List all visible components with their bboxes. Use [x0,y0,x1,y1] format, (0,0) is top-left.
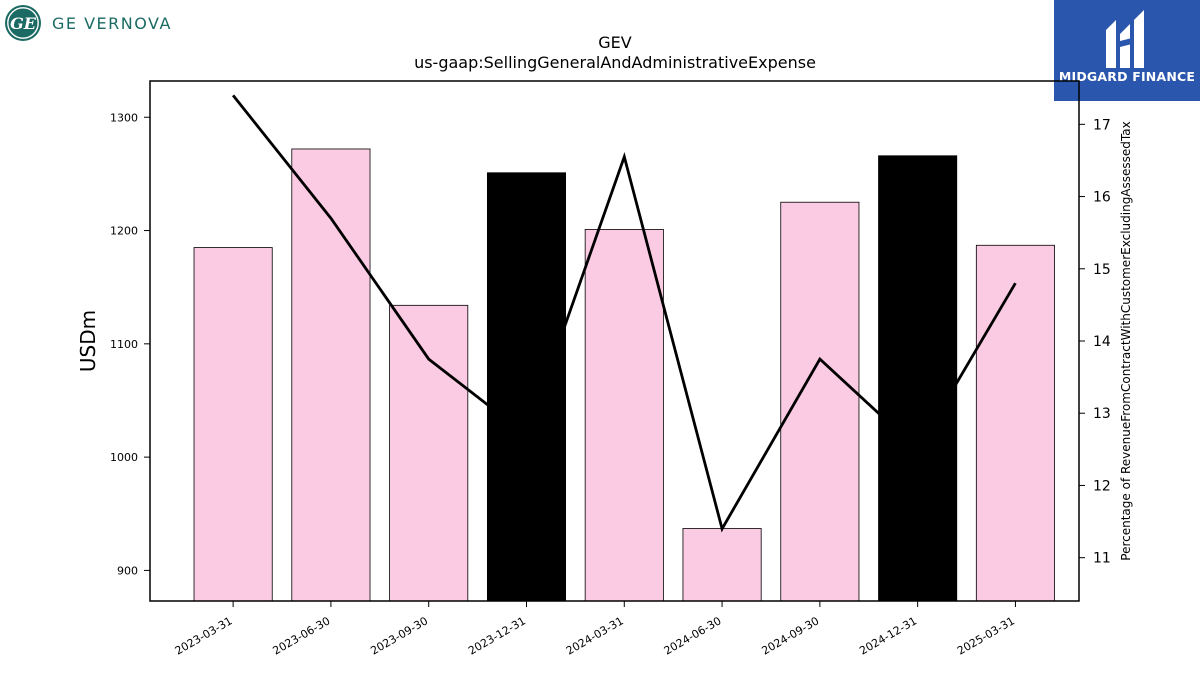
midgard-finance-wordmark: MIDGARD FINANCE [1058,69,1196,84]
bar-2024-06-30 [682,528,762,602]
y2-tick-label: 13 [1093,406,1111,422]
ge-seal-lettering: GE [10,14,37,33]
bar-2024-12-31 [878,155,958,602]
y-tick-label: 1100 [110,338,138,351]
x-axis-ticks: 2023-03-31 2023-06-30 2023-09-30 2023-12-31… [173,601,1017,658]
chart-subtitle: us-gaap:SellingGeneralAndAdministrativeE… [414,53,816,72]
bar-2024-09-30 [780,201,860,602]
y2-tick-label: 15 [1093,262,1111,278]
x-tick-label: 2024-12-31 [857,614,919,657]
x-tick-label: 2023-03-31 [173,614,235,657]
x-tick-label: 2025-03-31 [955,614,1017,657]
line-series [232,94,1017,533]
midgard-m-icon [1106,10,1144,68]
y-tick-label: 1200 [110,225,138,238]
midgard-finance-logo: MIDGARD FINANCE [1054,0,1200,101]
y2-tick-label: 14 [1093,334,1111,350]
y2-axis-label: Percentage of RevenueFromContractWithCus… [1119,121,1133,560]
bar-2025-03-31 [975,244,1055,602]
bar-2023-03-31 [193,247,273,602]
bar-series [193,148,1055,602]
x-tick-label: 2024-09-30 [759,614,821,657]
y-tick-label: 900 [117,564,138,577]
left-axis-ticks: 900 1000 1100 1200 1300 [110,111,150,577]
right-axis-ticks: 11 12 13 14 15 16 17 [1079,117,1111,567]
y-tick-label: 1000 [110,451,138,464]
ge-monogram-icon: GE [5,5,41,41]
bar-2023-12-31 [486,172,567,602]
y-axis-label: USDm [76,310,100,372]
x-tick-label: 2024-03-31 [564,614,626,657]
y2-tick-label: 16 [1093,190,1111,206]
ge-vernova-wordmark: GE VERNOVA [52,13,172,33]
x-tick-label: 2024-06-30 [662,614,724,657]
bar-2024-03-31 [584,229,664,602]
x-tick-label: 2023-12-31 [466,614,528,657]
x-tick-label: 2023-06-30 [271,614,333,657]
y2-tick-label: 11 [1093,551,1111,567]
x-tick-label: 2023-09-30 [368,614,430,657]
y2-tick-label: 12 [1093,478,1111,494]
chart-title: GEV [598,33,632,52]
bar-2023-09-30 [389,304,469,602]
ge-vernova-logo: GE GE VERNOVA [4,4,172,42]
y2-tick-label: 17 [1093,117,1111,133]
bar-2023-06-30 [291,148,371,602]
y-tick-label: 1300 [110,111,138,124]
